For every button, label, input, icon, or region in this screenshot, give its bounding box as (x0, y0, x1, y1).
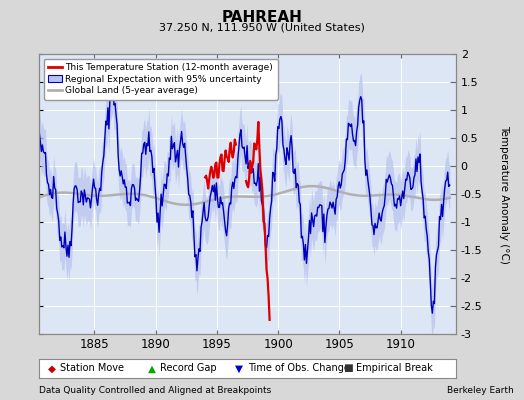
Text: ▼: ▼ (235, 363, 243, 374)
Text: Data Quality Controlled and Aligned at Breakpoints: Data Quality Controlled and Aligned at B… (39, 386, 271, 395)
Text: ■: ■ (343, 363, 353, 374)
Legend: This Temperature Station (12-month average), Regional Expectation with 95% uncer: This Temperature Station (12-month avera… (44, 58, 278, 100)
Text: ◆: ◆ (48, 363, 56, 374)
Text: PAHREAH: PAHREAH (222, 10, 302, 25)
Text: Empirical Break: Empirical Break (356, 363, 433, 374)
Text: Time of Obs. Change: Time of Obs. Change (247, 363, 350, 374)
Text: Station Move: Station Move (60, 363, 124, 374)
Text: Berkeley Earth: Berkeley Earth (447, 386, 514, 395)
Text: Record Gap: Record Gap (160, 363, 217, 374)
Text: ▲: ▲ (148, 363, 156, 374)
Text: 37.250 N, 111.950 W (United States): 37.250 N, 111.950 W (United States) (159, 22, 365, 32)
Y-axis label: Temperature Anomaly (°C): Temperature Anomaly (°C) (499, 124, 509, 264)
